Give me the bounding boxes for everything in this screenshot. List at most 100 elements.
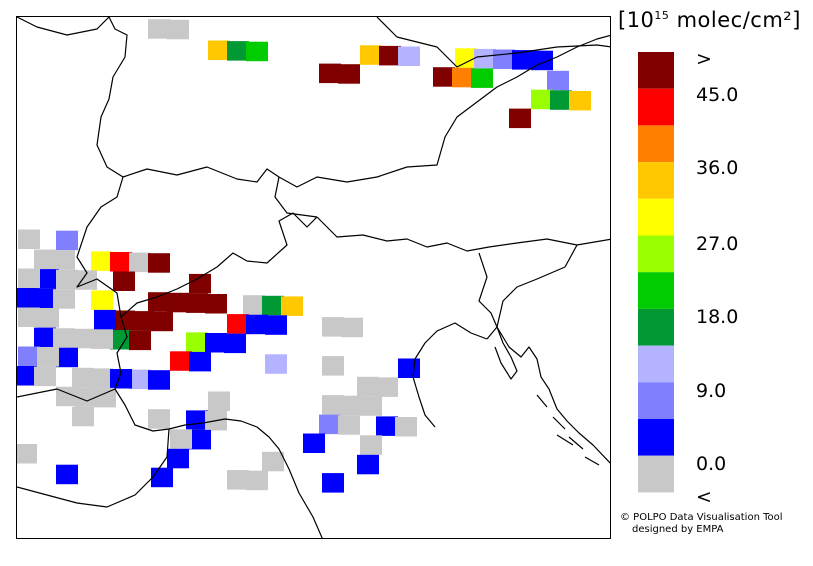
concentration-pixel	[322, 317, 344, 337]
concentration-pixel	[360, 396, 382, 416]
concentration-pixel	[72, 328, 94, 349]
footer-credit: designed by EMPA	[632, 524, 724, 535]
concentration-pixel	[151, 311, 173, 332]
concentration-pixel	[262, 295, 284, 316]
concentration-pixel	[319, 63, 341, 84]
concentration-pixel	[110, 252, 132, 272]
concentration-pixel	[224, 333, 246, 354]
concentration-pixel	[91, 290, 113, 310]
concentration-pixel	[452, 67, 474, 88]
colorbar	[638, 52, 674, 493]
border-germany-austria	[278, 34, 610, 188]
concentration-pixel	[34, 288, 56, 309]
colorbar-segment	[638, 88, 674, 126]
colorbar-segment	[638, 52, 674, 89]
concentration-pixel	[338, 64, 360, 84]
concentration-pixel	[338, 415, 360, 435]
concentration-pixel	[18, 307, 40, 327]
concentration-pixel	[395, 417, 417, 437]
colorbar-segment	[638, 455, 674, 493]
concentration-pixel	[37, 269, 59, 289]
map-canvas	[17, 17, 610, 538]
concentration-pixel	[37, 347, 59, 367]
concentration-pixel	[303, 433, 325, 453]
country-borders	[17, 17, 610, 538]
coast-france-med	[17, 428, 170, 508]
concentration-pixel	[148, 409, 170, 429]
concentration-pixel	[167, 292, 189, 313]
concentration-pixel	[91, 251, 113, 271]
concentration-pixel	[246, 470, 268, 491]
concentration-pixel	[360, 435, 382, 455]
concentration-pixel	[170, 351, 192, 371]
concentration-pixel	[189, 351, 211, 372]
concentration-pixel	[227, 41, 249, 61]
concentration-pixel	[205, 333, 227, 353]
colorbar-label: 45.0	[696, 84, 739, 106]
concentration-pixel	[322, 395, 344, 415]
concentration-pixel	[455, 48, 477, 68]
coast-ligurian	[168, 418, 323, 538]
concentration-pixel	[18, 346, 40, 366]
border-france-south	[17, 388, 116, 402]
concentration-pixel	[17, 444, 37, 464]
concentration-pixel	[531, 89, 553, 110]
concentration-pixel	[208, 391, 230, 411]
concentration-pixel	[167, 448, 189, 469]
concentration-pixel	[56, 269, 78, 290]
concentration-pixel	[132, 311, 154, 331]
concentration-pixel	[433, 67, 455, 87]
concentration-pixel	[34, 366, 56, 387]
colorbar-segment	[638, 272, 674, 309]
concentration-pixel	[341, 395, 363, 416]
concentration-pixel	[18, 268, 40, 288]
concentration-pixel	[56, 386, 78, 407]
concentration-pixel	[398, 358, 420, 378]
concentration-pixel	[509, 108, 531, 129]
map-panel	[16, 16, 611, 539]
concentration-pixel	[75, 270, 97, 290]
colorbar-label: >	[696, 48, 712, 70]
border-germany-switzerland	[122, 166, 280, 183]
concentration-pixel	[94, 309, 116, 330]
concentration-pixel	[186, 293, 208, 313]
concentration-pixel	[56, 464, 78, 485]
concentration-pixel	[322, 473, 344, 493]
concentration-pixel	[205, 294, 227, 314]
concentration-pixel	[148, 292, 170, 312]
concentration-pixel	[189, 429, 211, 450]
concentration-pixel	[569, 90, 591, 111]
unit-exponent: 15	[654, 9, 670, 22]
border-switzerland-italy	[120, 212, 318, 318]
concentration-pixel	[53, 250, 75, 270]
border-switzerland-west	[76, 176, 124, 318]
concentration-pixel	[56, 347, 78, 368]
concentration-pixel	[148, 19, 170, 39]
coast-adriatic	[412, 322, 488, 428]
concentration-pixel	[208, 40, 230, 60]
concentration-pixel	[18, 229, 40, 249]
concentration-pixel	[322, 356, 344, 376]
border-austria-italy	[316, 216, 610, 252]
concentration-pixel	[512, 50, 534, 70]
concentration-pixel	[186, 332, 208, 352]
concentration-pixel	[547, 70, 569, 91]
concentration-pixel	[34, 327, 56, 348]
colorbar-segment	[638, 162, 674, 199]
concentration-pixel	[110, 369, 132, 389]
concentration-pixel	[357, 454, 379, 475]
colorbar-segment	[638, 345, 674, 383]
concentration-pixel	[265, 315, 287, 335]
concentration-pixel	[376, 416, 398, 436]
concentration-pixel	[265, 354, 287, 374]
concentration-pixel	[471, 68, 493, 88]
colorbar-segment	[638, 419, 674, 456]
colorbar-segment	[638, 198, 674, 236]
border-slovenia-croatia	[496, 244, 578, 328]
concentration-pixel	[94, 387, 116, 408]
concentration-pixel	[17, 366, 37, 386]
concentration-pixel	[53, 328, 75, 348]
concentration-pixel	[91, 329, 113, 349]
concentration-pixel	[72, 406, 94, 427]
concentration-pixel	[113, 271, 135, 291]
